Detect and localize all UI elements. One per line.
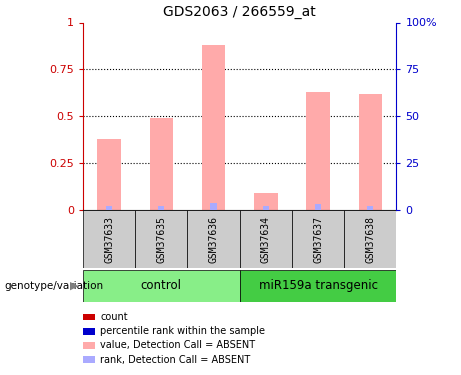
Bar bbox=[254, 193, 278, 210]
Text: GSM37638: GSM37638 bbox=[365, 216, 375, 262]
Text: genotype/variation: genotype/variation bbox=[5, 281, 104, 291]
Bar bbox=[292, 210, 344, 268]
Bar bbox=[315, 204, 321, 210]
Bar bbox=[97, 139, 121, 210]
Text: GSM37634: GSM37634 bbox=[261, 216, 271, 262]
Text: miR159a transgenic: miR159a transgenic bbox=[259, 279, 378, 292]
Text: GSM37637: GSM37637 bbox=[313, 216, 323, 262]
Text: percentile rank within the sample: percentile rank within the sample bbox=[100, 326, 265, 336]
Bar bbox=[83, 270, 240, 302]
Text: count: count bbox=[100, 312, 128, 322]
Bar bbox=[158, 206, 165, 210]
Bar bbox=[359, 94, 382, 210]
Bar bbox=[211, 202, 217, 210]
Bar bbox=[240, 270, 396, 302]
Text: GSM37635: GSM37635 bbox=[156, 216, 166, 262]
Text: value, Detection Call = ABSENT: value, Detection Call = ABSENT bbox=[100, 340, 255, 350]
Bar bbox=[188, 210, 240, 268]
Text: rank, Detection Call = ABSENT: rank, Detection Call = ABSENT bbox=[100, 355, 250, 364]
Bar bbox=[202, 45, 225, 210]
Bar bbox=[263, 206, 269, 210]
Text: ▶: ▶ bbox=[70, 281, 78, 291]
Bar bbox=[240, 210, 292, 268]
Bar bbox=[344, 210, 396, 268]
Text: GSM37633: GSM37633 bbox=[104, 216, 114, 262]
Bar bbox=[106, 206, 112, 210]
Bar bbox=[83, 210, 135, 268]
Bar bbox=[135, 210, 188, 268]
Text: control: control bbox=[141, 279, 182, 292]
Bar bbox=[149, 118, 173, 210]
Bar bbox=[367, 206, 373, 210]
Text: GSM37636: GSM37636 bbox=[208, 216, 219, 262]
Bar bbox=[306, 92, 330, 210]
Title: GDS2063 / 266559_at: GDS2063 / 266559_at bbox=[163, 5, 316, 19]
